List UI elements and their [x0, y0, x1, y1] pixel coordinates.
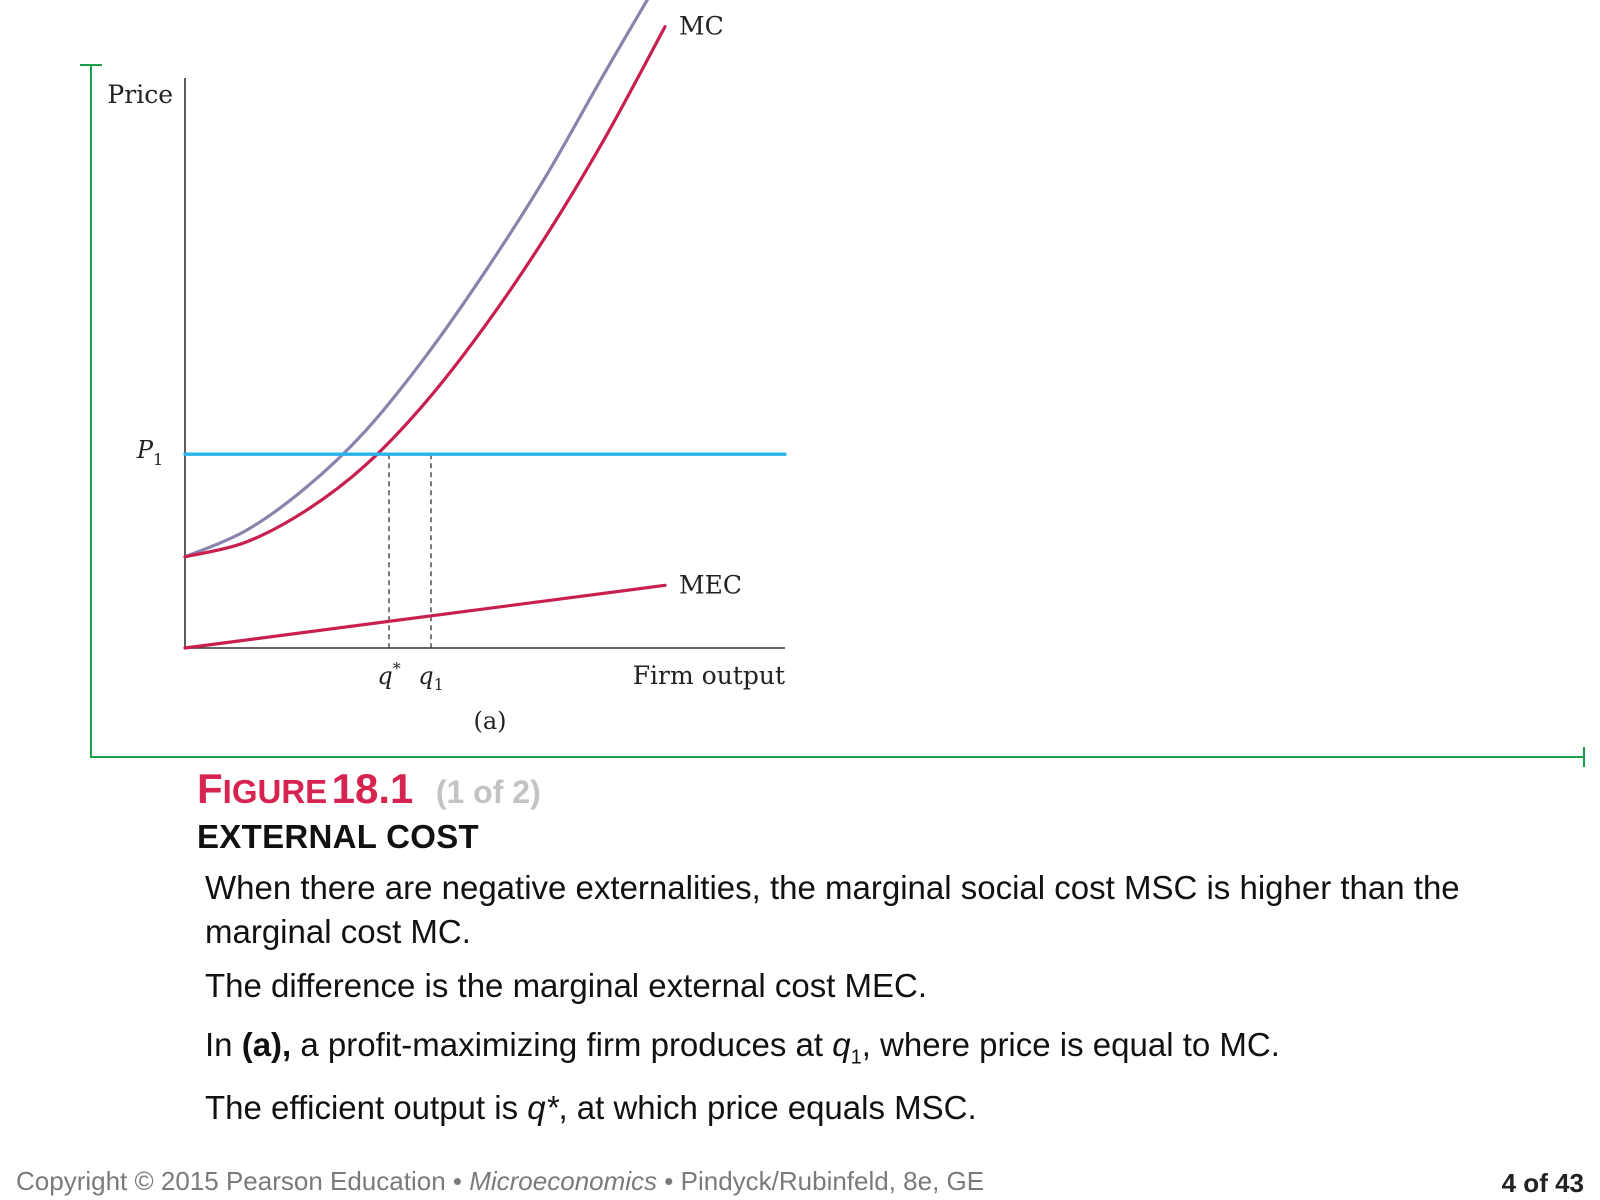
- footer-sep: •: [445, 1166, 470, 1196]
- caption-3-q: q: [832, 1026, 851, 1063]
- chart-axes: [184, 78, 785, 649]
- figure-number: 18.1: [331, 765, 414, 812]
- caption-3-bold: (a),: [241, 1026, 292, 1063]
- series-msc-line: [183, 0, 650, 559]
- slide-frame-vertical: [90, 65, 92, 758]
- series-label-mc: MC: [679, 12, 724, 41]
- caption-3-post: , where price is equal to MC.: [861, 1026, 1280, 1063]
- caption-paragraph-1: When there are negative externalities, t…: [205, 869, 1460, 950]
- footer: Copyright © 2015 Pearson Education • Mic…: [16, 1166, 984, 1197]
- caption-paragraph-2: The difference is the marginal external …: [205, 967, 928, 1004]
- footer-copyright: Copyright © 2015 Pearson Education: [16, 1166, 446, 1196]
- y-axis-label: Price: [107, 80, 173, 109]
- caption-4-q: q*: [527, 1089, 559, 1126]
- panel-label: (a): [473, 707, 506, 735]
- figure-label-cap: F: [197, 765, 223, 812]
- slide-frame-horizontal: [90, 756, 1585, 758]
- caption-4-pre: The efficient output is: [205, 1089, 528, 1126]
- price-label-p1: P1: [136, 436, 163, 469]
- caption-paragraph-4: The efficient output is q*, at which pri…: [205, 1086, 1565, 1130]
- chart-series: [183, 0, 787, 650]
- figure-subtitle: EXTERNAL COST: [197, 818, 479, 855]
- caption-paragraph-3: In (a), a profit-maximizing firm produce…: [205, 1023, 1565, 1080]
- x-axis-label: Firm output: [633, 661, 785, 690]
- caption-3-sub: 1: [850, 1046, 862, 1069]
- slide-frame-horizontal-cap: [1583, 747, 1585, 767]
- caption-3-pre: In: [205, 1026, 242, 1063]
- series-mec-line: [183, 583, 667, 650]
- caption-4-post: , at which price equals MSC.: [558, 1089, 977, 1126]
- series-mc-line: [183, 25, 667, 559]
- series-label-mec: MEC: [679, 570, 742, 599]
- page-number: 4 of 43: [1501, 1168, 1584, 1198]
- slide-frame-vertical-cap: [80, 64, 102, 66]
- figure-part: (1 of 2): [435, 774, 541, 810]
- figure-label-rest: IGURE: [222, 773, 328, 810]
- footer-authors: Pindyck/Rubinfeld, 8e, GE: [680, 1166, 985, 1196]
- footer-sep2: •: [657, 1166, 681, 1196]
- footer-book: Microeconomics: [469, 1166, 658, 1196]
- figure-title: FIGURE 18.1 (1 of 2): [197, 765, 541, 813]
- x-tick-label-2: q1: [418, 662, 444, 694]
- caption-3-mid: a profit-maximizing firm produces at: [291, 1026, 833, 1063]
- x-tick-label-1: q*: [377, 659, 400, 690]
